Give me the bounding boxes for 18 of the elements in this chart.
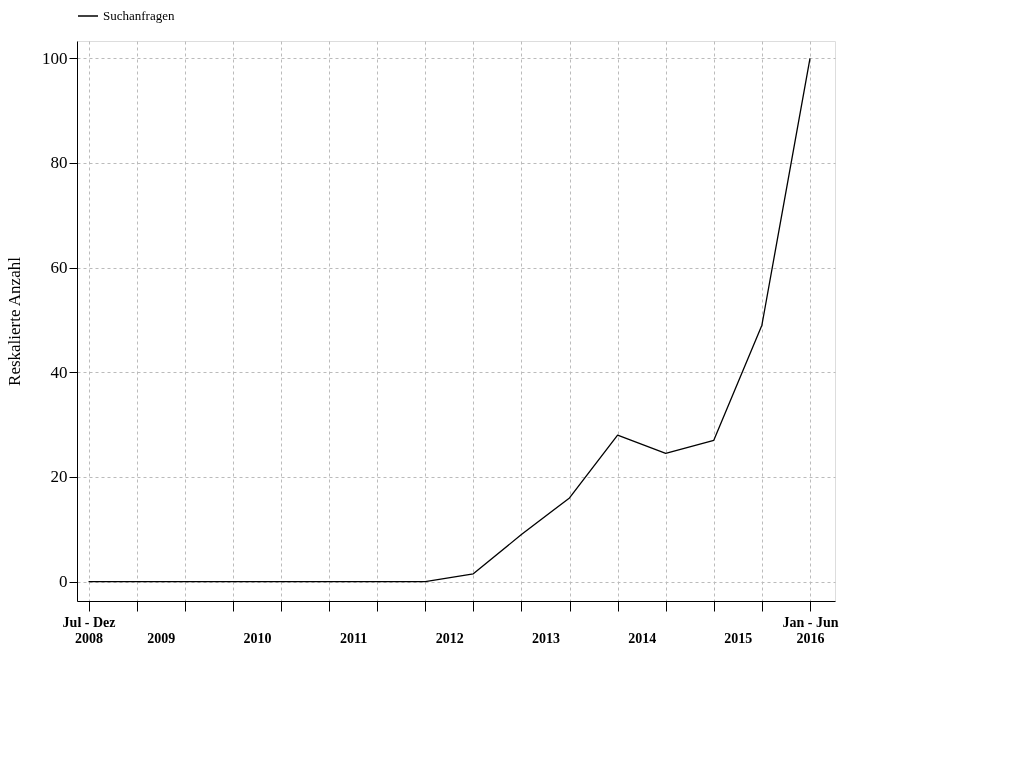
x-tick-label: 2014 bbox=[628, 630, 657, 646]
y-tick-label: 60 bbox=[50, 258, 68, 278]
x-tick-label: 2012 bbox=[435, 630, 464, 646]
y-tick-label: 20 bbox=[50, 467, 68, 487]
y-tick-label: 100 bbox=[42, 48, 68, 68]
legend-label: Suchanfragen bbox=[103, 8, 175, 23]
x-tick-label: 2013 bbox=[531, 630, 560, 646]
x-tick-label: 2015 bbox=[724, 630, 753, 646]
x-tick-label: Jul - Dez 2008 bbox=[62, 614, 116, 646]
x-tick-label: 2009 bbox=[147, 630, 176, 646]
x-tick-label: 2010 bbox=[243, 630, 272, 646]
x-tick-label: Jan - Jun 2016 bbox=[782, 614, 839, 646]
y-tick-label: 0 bbox=[59, 572, 68, 592]
y-tick-label: 80 bbox=[50, 153, 68, 173]
y-tick-label: 40 bbox=[50, 362, 68, 382]
line-series bbox=[87, 57, 811, 583]
x-tick-label: 2011 bbox=[339, 630, 368, 646]
y-axis-title: Reskalierte Anzahl bbox=[5, 256, 24, 386]
